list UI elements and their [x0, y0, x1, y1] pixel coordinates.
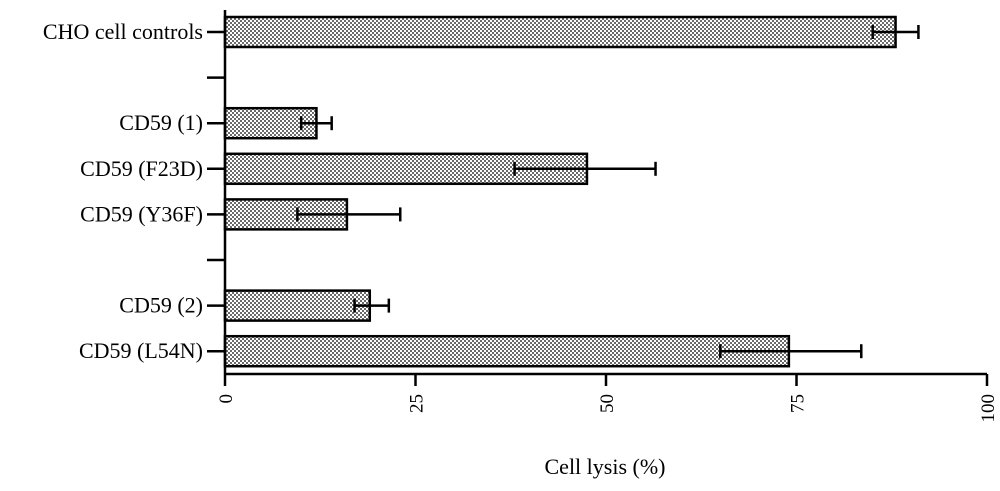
axes-layer	[207, 10, 989, 386]
category-label: CD59 (1)	[119, 110, 203, 135]
x-tick-label: 75	[788, 394, 809, 413]
error-bar	[513, 161, 657, 176]
labels-layer: CHO cell controls CD59 (1) CD59 (F23D) CD59…	[43, 19, 999, 423]
error-bar	[353, 298, 391, 313]
category-label: CD59 (2)	[119, 293, 203, 318]
x-tick-label: 0	[216, 394, 237, 404]
error-bars-layer	[296, 25, 920, 359]
bar	[223, 15, 897, 49]
category-label: CD59 (L54N)	[79, 338, 203, 363]
category-label: CD59 (F23D)	[80, 156, 203, 181]
category-label: CD59 (Y36F)	[80, 201, 203, 226]
x-tick-label: 50	[597, 394, 618, 413]
x-tick-label: 100	[978, 394, 999, 423]
error-bar	[719, 344, 863, 359]
error-bar	[871, 25, 920, 39]
bars-layer	[223, 15, 897, 368]
category-label: CHO cell controls	[43, 19, 203, 44]
x-tick-label: 25	[407, 394, 428, 413]
error-bar	[299, 116, 333, 131]
error-bar	[296, 207, 402, 222]
x-axis-title: Cell lysis (%)	[545, 454, 666, 479]
bar	[223, 334, 791, 368]
bar	[223, 289, 372, 322]
